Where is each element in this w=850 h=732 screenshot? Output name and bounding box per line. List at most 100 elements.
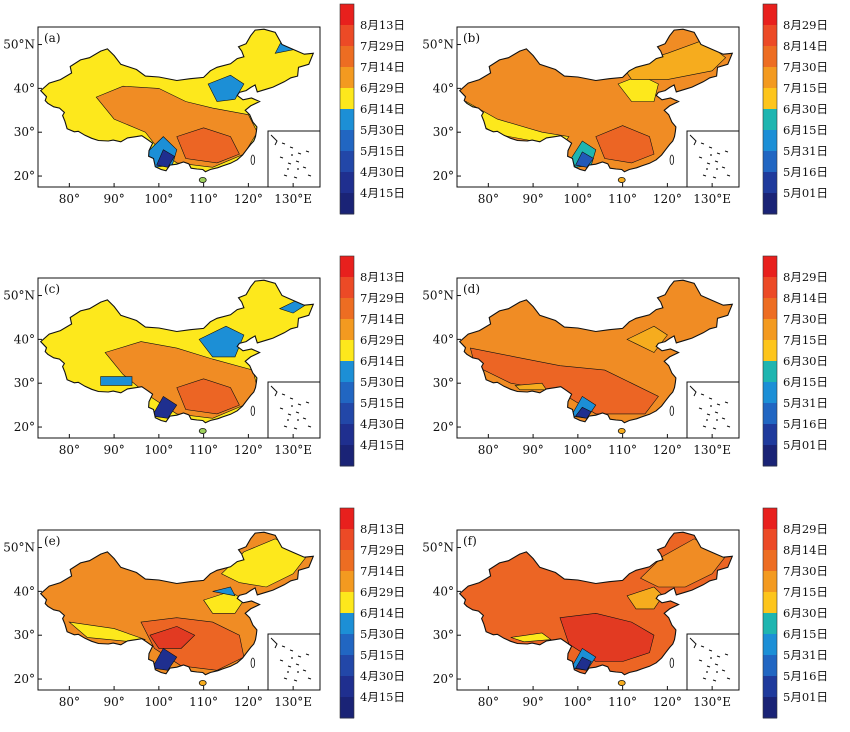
lon-tick-label: 100°: [563, 695, 592, 709]
lon-tick-label: 120°: [653, 695, 682, 709]
zone-region: [151, 395, 178, 419]
panel-label: (f): [463, 534, 477, 548]
colorbar-label: 5月01日: [783, 438, 828, 452]
colorbar-swatch: [763, 676, 777, 698]
colorbar-swatch: [340, 193, 354, 215]
colorbar-swatch: [763, 655, 777, 677]
colorbar-label: 6月29日: [360, 585, 405, 599]
colorbar-swatch: [340, 550, 354, 572]
colorbar-label: 7月14日: [360, 60, 405, 74]
colorbar-label: 4月30日: [360, 669, 405, 683]
zone-region: [469, 347, 659, 415]
colorbar-swatch: [763, 319, 777, 341]
lat-tick-label: 30°: [433, 628, 454, 642]
colorbar-label: 8月13日: [360, 270, 405, 284]
taiwan-island: [250, 657, 256, 669]
china-outline: [458, 28, 734, 173]
lat-tick-label: 20°: [433, 420, 454, 434]
colorbar-swatch: [340, 340, 354, 362]
lat-tick-label: 40°: [14, 584, 35, 598]
map-panel-d: 50°N 40° 30° 20° 80° 90° 100° 110° 120° 130°E (d) 8…: [422, 255, 828, 467]
colorbar-swatch: [340, 25, 354, 47]
colorbar-label: 6月15日: [783, 375, 828, 389]
colorbar-label: 7月30日: [783, 60, 828, 74]
zone-region: [176, 378, 240, 415]
colorbar-swatch: [340, 382, 354, 404]
colorbar-label: 7月29日: [360, 543, 405, 557]
colorbar-swatch: [763, 25, 777, 47]
panel-label: (d): [463, 282, 480, 296]
colorbar-swatch: [763, 193, 777, 215]
colorbar-swatch: [340, 46, 354, 68]
colorbar-label: 5月31日: [783, 396, 828, 410]
lat-tick-label: 40°: [433, 81, 454, 95]
zone-region: [207, 74, 245, 102]
colorbar-swatch: [763, 256, 777, 278]
colorbar-label: 8月14日: [783, 291, 828, 305]
hainan-island: [617, 176, 626, 183]
zone-region: [575, 151, 594, 168]
colorbar-swatch: [763, 67, 777, 89]
colorbar-label: 5月01日: [783, 690, 828, 704]
colorbar-swatch: [763, 571, 777, 593]
colorbar-label: 6月30日: [783, 102, 828, 116]
colorbar-swatch: [763, 550, 777, 572]
colorbar-swatch: [340, 88, 354, 110]
colorbar-swatch: [763, 130, 777, 152]
colorbar-label: 5月31日: [783, 648, 828, 662]
lon-tick-label: 130°E: [693, 192, 731, 206]
colorbar-label: 6月30日: [783, 606, 828, 620]
lat-tick-label: 40°: [433, 584, 454, 598]
colorbar-swatch: [763, 403, 777, 425]
colorbar-legend: 8月29日 8月14日 7月30日 7月15日 6月30日 6月15日 5月31日 5月16日…: [762, 255, 828, 467]
colorbar-label: 8月29日: [783, 18, 828, 32]
colorbar-swatch: [763, 361, 777, 383]
lat-tick-label: 50°N: [422, 289, 454, 303]
colorbar-label: 6月15日: [783, 627, 828, 641]
colorbar-swatch: [340, 445, 354, 467]
colorbar-legend: 8月13日 7月29日 7月14日 6月29日 6月14日 5月30日 5月15日 4月30日…: [339, 3, 405, 215]
colorbar-swatch: [763, 382, 777, 404]
shaded-zones: [459, 29, 733, 172]
lat-tick-label: 30°: [14, 376, 35, 390]
colorbar-label: 8月14日: [783, 39, 828, 53]
colorbar-swatch: [763, 424, 777, 446]
taiwan-island: [669, 154, 675, 166]
china-outline: [39, 531, 315, 676]
lon-tick-label: 130°E: [274, 695, 312, 709]
colorbar-label: 6月29日: [360, 333, 405, 347]
colorbar-swatch: [340, 319, 354, 341]
lat-tick-label: 40°: [433, 332, 454, 346]
hainan-island: [198, 176, 207, 183]
colorbar-swatch: [763, 109, 777, 131]
colorbar-label: 5月15日: [360, 144, 405, 158]
colorbar-swatch: [340, 172, 354, 194]
colorbar-label: 4月30日: [360, 417, 405, 431]
colorbar-label: 7月30日: [783, 312, 828, 326]
lon-tick-label: 90°: [522, 192, 543, 206]
zone-region: [626, 586, 664, 610]
lon-tick-label: 110°: [189, 443, 218, 457]
hainan-island: [198, 679, 207, 686]
lon-tick-label: 80°: [59, 192, 80, 206]
lon-tick-label: 100°: [563, 192, 592, 206]
lon-tick-label: 120°: [234, 695, 263, 709]
colorbar-swatch: [340, 592, 354, 614]
colorbar-swatch: [340, 277, 354, 299]
colorbar-label: 7月14日: [360, 312, 405, 326]
hainan-island: [617, 427, 626, 434]
colorbar-swatch: [763, 172, 777, 194]
china-outline: [458, 279, 734, 424]
colorbar-swatch: [763, 88, 777, 110]
lon-tick-label: 130°E: [693, 443, 731, 457]
colorbar-label: 6月14日: [360, 354, 405, 368]
zone-region: [622, 39, 727, 80]
colorbar-label: 5月30日: [360, 375, 405, 389]
colorbar-swatch: [340, 529, 354, 551]
colorbar-swatch: [340, 508, 354, 530]
colorbar-swatch: [340, 151, 354, 173]
lat-tick-label: 20°: [14, 672, 35, 686]
lon-tick-label: 130°E: [274, 192, 312, 206]
lat-tick-label: 20°: [14, 169, 35, 183]
map-panel-f: 50°N 40° 30° 20° 80° 90° 100° 110° 120° 130°E (f) 8…: [422, 507, 828, 719]
